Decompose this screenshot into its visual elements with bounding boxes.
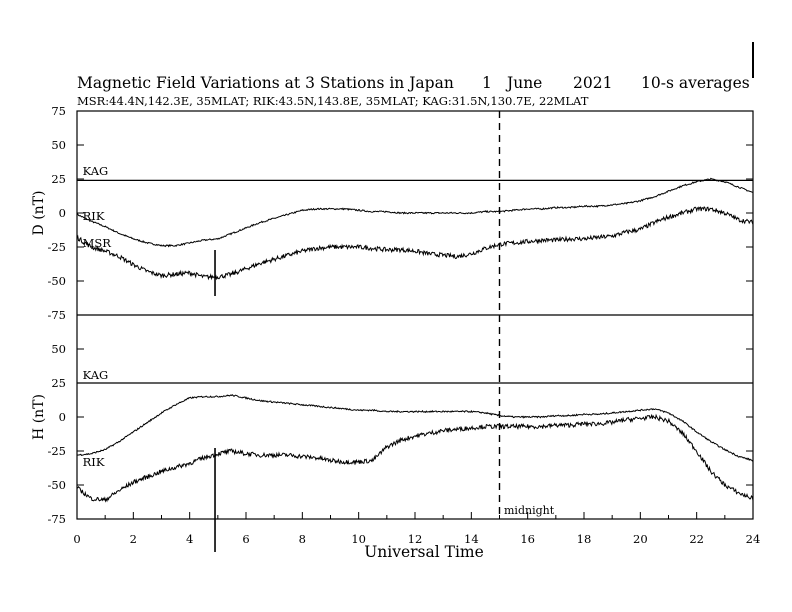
y-tick-label: 75 [51, 104, 66, 118]
y-tick-label: -75 [47, 512, 66, 526]
station-label-kag: KAG [83, 164, 109, 178]
y-tick-label: 50 [51, 138, 66, 152]
x-tick-label: 2 [130, 532, 137, 546]
x-tick-label: 10 [351, 532, 366, 546]
y-tick-label: 0 [59, 410, 66, 424]
y-axis-label-D: D (nT) [31, 191, 47, 236]
x-tick-label: 16 [520, 532, 535, 546]
chart-title: Magnetic Field Variations at 3 Stations … [77, 74, 454, 92]
station-label-rik: RIK [83, 209, 105, 223]
y-tick-label: -75 [47, 308, 66, 322]
midnight-label: midnight [504, 504, 555, 517]
y-axis-label-H: H (nT) [31, 394, 47, 440]
series-line-D-rik [76, 177, 753, 248]
y-tick-label: 50 [51, 342, 66, 356]
y-tick-label: -25 [47, 444, 66, 458]
x-tick-label: 24 [746, 532, 761, 546]
series-line-H-rik [76, 394, 754, 462]
x-tick-label: 22 [689, 532, 704, 546]
x-tick-label: 18 [577, 532, 592, 546]
stations-subtitle: MSR:44.4N,142.3E, 35MLAT; RIK:43.5N,143.… [77, 94, 589, 108]
series-line-D-msr [76, 206, 754, 281]
y-tick-label: -25 [47, 240, 66, 254]
x-tick-label: 12 [408, 532, 423, 546]
x-tick-label: 20 [633, 532, 648, 546]
station-label-msr: MSR [83, 236, 112, 250]
y-tick-label: -50 [47, 478, 66, 492]
date-year: 2021 [573, 74, 612, 92]
date-month: June [505, 74, 542, 92]
x-tick-label: 0 [73, 532, 80, 546]
averaging-label: 10-s averages [641, 74, 750, 92]
x-tick-label: 4 [186, 532, 193, 546]
date-day: 1 [482, 74, 492, 92]
x-axis-label: Universal Time [364, 543, 484, 561]
station-label-rik: RIK [83, 455, 105, 469]
series-line-H-msr [76, 413, 754, 503]
x-tick-label: 8 [299, 532, 306, 546]
y-tick-label: 25 [51, 376, 66, 390]
x-tick-label: 6 [242, 532, 249, 546]
y-tick-label: 25 [51, 172, 66, 186]
y-tick-label: -50 [47, 274, 66, 288]
y-tick-label: 0 [59, 206, 66, 220]
station-label-kag: KAG [83, 368, 109, 382]
x-tick-label: 14 [464, 532, 479, 546]
